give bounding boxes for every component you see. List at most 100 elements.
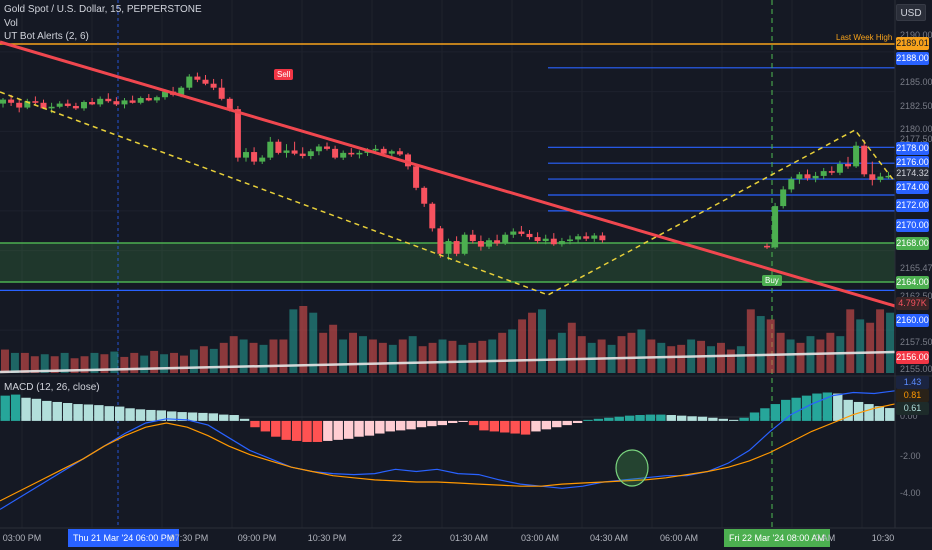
price-tick: 2165.47	[900, 263, 932, 273]
candle-body	[405, 154, 411, 167]
macd-histogram-bar	[489, 420, 500, 432]
volume-bar	[289, 309, 298, 373]
symbol-title[interactable]: Gold Spot / U.S. Dollar, 15, PEPPERSTONE	[4, 4, 202, 15]
candle-body	[283, 150, 290, 153]
macd-histogram-bar	[395, 420, 406, 431]
macd-histogram-bar	[812, 393, 822, 421]
macd-histogram-bar	[104, 406, 114, 421]
macd-histogram-bar	[0, 395, 10, 421]
candlesticks	[0, 72, 892, 261]
macd-histogram-bar	[583, 419, 593, 421]
macd-histogram-bar	[645, 414, 656, 421]
volume-bar	[816, 339, 825, 373]
volume-bar	[567, 322, 576, 373]
macd-histogram-bar	[187, 412, 198, 421]
macd-histogram-bar	[427, 420, 437, 427]
volume-bar	[1, 349, 9, 373]
volume-bar	[309, 312, 318, 373]
macd-histogram-bar	[708, 417, 718, 421]
currency-button[interactable]: USD	[896, 4, 926, 21]
volume-bar	[70, 358, 79, 373]
volume-bar	[448, 340, 457, 373]
volume-bar	[110, 351, 119, 373]
macd-histogram-bar	[791, 397, 801, 421]
price-tick: 2190.00	[900, 30, 932, 40]
candle-body	[861, 145, 868, 175]
price-tick: 2185.00	[900, 77, 932, 87]
candle-body	[461, 234, 468, 254]
candle-body	[234, 109, 241, 158]
candle-body	[836, 163, 843, 173]
candle-body	[542, 238, 549, 242]
volume-bar	[886, 312, 894, 373]
macd-tick: 0.00	[900, 411, 918, 421]
candle-body	[421, 187, 428, 204]
candle-body	[877, 176, 884, 180]
last-week-high-label: Last Week High	[836, 33, 893, 42]
macd-histogram-bar	[822, 392, 833, 421]
candle-body	[243, 152, 249, 158]
price-tag-level: 2178.00	[896, 142, 929, 155]
macd-histogram-bar	[510, 420, 520, 434]
macd-histogram-bar	[31, 398, 42, 421]
volume-bar	[627, 332, 636, 373]
macd-histogram-bar	[323, 420, 333, 441]
volume-indicator-label[interactable]: Vol	[4, 18, 18, 29]
volume-bar	[90, 352, 99, 373]
time-crosshair-label: Thu 21 Mar '24 06:00 PM	[68, 529, 180, 547]
macd-histogram-bar	[458, 420, 468, 422]
volume-tag: 4.797K	[896, 297, 929, 310]
volume-bar	[398, 339, 407, 373]
macd-histogram-bar	[864, 404, 874, 421]
candle-body	[307, 151, 314, 157]
macd-histogram-bar	[62, 403, 73, 421]
candle-body	[591, 235, 598, 239]
zigzag-line	[0, 91, 896, 296]
candle-body	[764, 245, 770, 248]
macd-line	[0, 390, 896, 510]
candle-body	[226, 98, 233, 110]
candle-body	[202, 79, 209, 84]
candle-body	[445, 241, 452, 254]
macd-histogram-bar	[260, 420, 271, 432]
macd-indicator-label[interactable]: MACD (12, 26, close)	[4, 382, 100, 393]
candle-body	[534, 237, 541, 242]
ut-bot-indicator-label[interactable]: UT Bot Alerts (2, 6)	[4, 31, 89, 42]
candle-body	[599, 235, 606, 241]
candle-body	[153, 97, 160, 101]
candle-body	[8, 99, 15, 103]
candle-body	[113, 101, 120, 105]
macd-tick: -2.00	[900, 451, 921, 461]
price-tick: 2182.50	[900, 101, 932, 111]
volume-bar	[339, 339, 348, 373]
volume-bar	[80, 356, 89, 373]
volume-bar	[180, 355, 188, 373]
macd-histogram-bar	[250, 420, 260, 428]
candle-body	[583, 236, 590, 239]
macd-histogram-bar	[385, 420, 395, 432]
macd-tick: -4.00	[900, 488, 921, 498]
price-tick: 2157.50	[900, 337, 932, 347]
macd-histogram-bar	[416, 420, 427, 428]
candle-body	[772, 206, 779, 248]
candle-body	[453, 241, 460, 254]
downtrend-line	[0, 40, 896, 308]
time-tick: 22	[391, 533, 403, 543]
volume-bar	[776, 332, 785, 373]
candle-body	[804, 174, 811, 179]
macd-histogram-bar	[739, 417, 749, 421]
price-tag-level: 2176.00	[896, 156, 929, 169]
volume-bar	[329, 324, 338, 373]
macd-histogram-bar	[885, 408, 895, 421]
volume-bar	[219, 342, 228, 373]
candle-body	[16, 102, 23, 108]
macd-histogram-bar	[635, 415, 645, 421]
volume-bar	[796, 342, 805, 373]
macd-histogram-bar	[281, 420, 291, 440]
candle-body	[340, 152, 347, 158]
time-tick: 10:30	[871, 533, 895, 543]
volume-bar	[20, 352, 29, 373]
macd-histogram-bar	[146, 409, 156, 421]
candle-body	[275, 141, 282, 153]
